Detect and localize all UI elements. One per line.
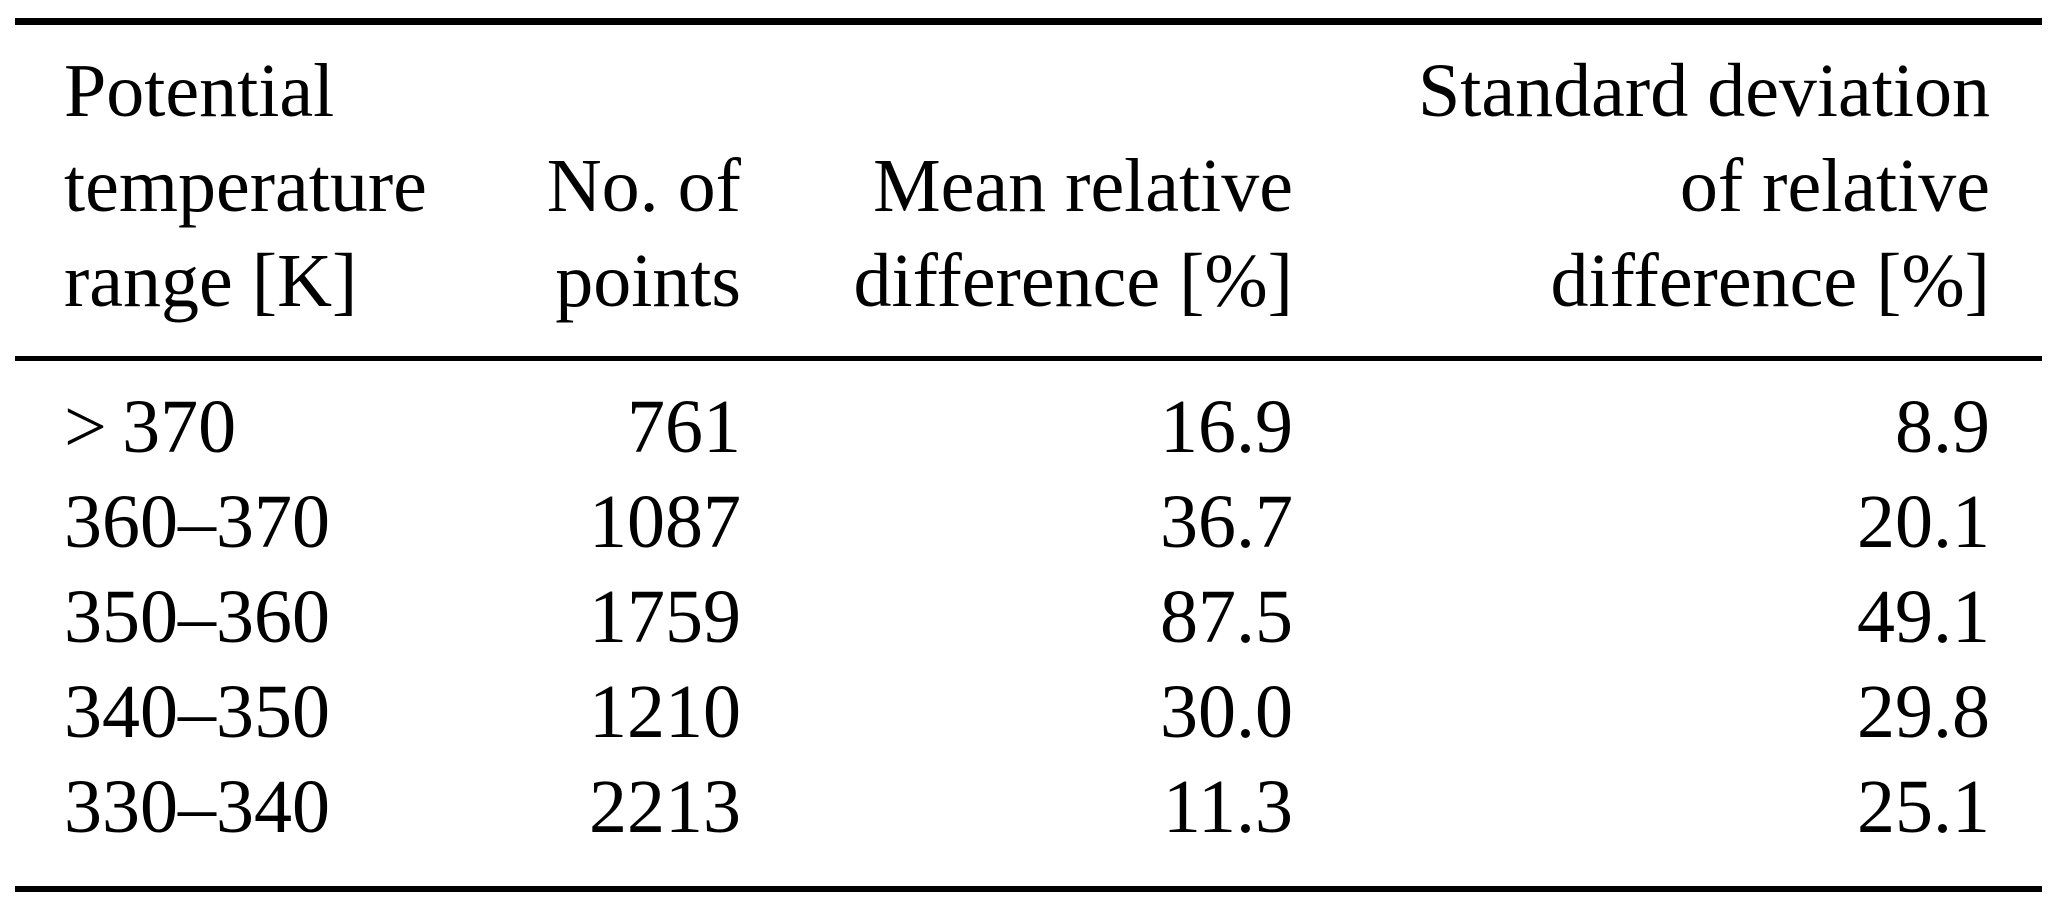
header-line: difference [%] <box>853 239 1293 323</box>
table-bottom-rule <box>15 886 2042 892</box>
table-row: 330–340 2213 11.3 25.1 <box>64 760 1990 855</box>
cell-theta-range: 350–360 <box>64 575 330 659</box>
cell-theta-range: 340–350 <box>64 670 330 754</box>
cell-mean-rel-diff: 11.3 <box>1162 765 1293 849</box>
table-top-rule <box>15 18 2042 25</box>
cell-n-points: 761 <box>627 385 741 469</box>
header-std-rel-diff: Standard deviation of relative differenc… <box>1293 44 1990 329</box>
header-line: range [K] <box>64 239 358 323</box>
header-line: Potential <box>64 49 335 133</box>
table-mid-rule <box>15 356 2042 361</box>
cell-mean-rel-diff: 16.9 <box>1160 385 1293 469</box>
cell-mean-rel-diff: 87.5 <box>1160 575 1293 659</box>
cell-theta-range: 330–340 <box>64 765 330 849</box>
table-row: > 370 761 16.9 8.9 <box>64 380 1990 475</box>
table-row: 360–370 1087 36.7 20.1 <box>64 475 1990 570</box>
table-row: 350–360 1759 87.5 49.1 <box>64 570 1990 665</box>
header-line: difference [%] <box>1550 239 1990 323</box>
cell-theta-range: > 370 <box>64 385 237 469</box>
cell-mean-rel-diff: 30.0 <box>1160 670 1293 754</box>
header-line: temperature <box>64 144 427 228</box>
cell-n-points: 1759 <box>589 575 741 659</box>
cell-mean-rel-diff: 36.7 <box>1160 480 1293 564</box>
table-body: > 370 761 16.9 8.9 360–370 1087 36.7 20.… <box>64 380 1990 855</box>
cell-std-rel-diff: 29.8 <box>1857 670 1990 754</box>
cell-n-points: 1210 <box>589 670 741 754</box>
cell-std-rel-diff: 20.1 <box>1857 480 1990 564</box>
cell-std-rel-diff: 8.9 <box>1895 385 1990 469</box>
cell-n-points: 1087 <box>589 480 741 564</box>
header-line: Mean relative <box>873 144 1293 228</box>
header-mean-rel-diff: Mean relative difference [%] <box>741 139 1293 329</box>
header-line: points <box>555 239 741 323</box>
cell-std-rel-diff: 49.1 <box>1857 575 1990 659</box>
cell-std-rel-diff: 25.1 <box>1857 765 1990 849</box>
header-n-points: No. of points <box>420 139 741 329</box>
header-line: No. of <box>546 144 741 228</box>
header-theta-range: Potential temperature range [K] <box>64 44 427 329</box>
header-line: of relative <box>1679 144 1990 228</box>
header-line: Standard deviation <box>1418 49 1990 133</box>
cell-theta-range: 360–370 <box>64 480 330 564</box>
cell-n-points: 2213 <box>589 765 741 849</box>
table-row: 340–350 1210 30.0 29.8 <box>64 665 1990 760</box>
table-header: Potential temperature range [K] No. of p… <box>64 44 1990 329</box>
